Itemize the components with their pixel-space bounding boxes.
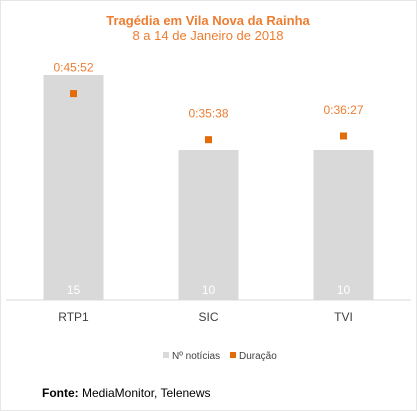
bar-value-label: 10: [202, 283, 216, 297]
legend: Nº notícias Duração: [163, 351, 277, 362]
legend-bar-label: Nº notícias: [172, 351, 220, 362]
duration-marker-sic: [205, 136, 212, 144]
legend-bar-swatch: [163, 352, 169, 358]
bar-sic: [178, 150, 239, 300]
bar-value-label: 10: [337, 283, 351, 297]
legend-marker-swatch: [230, 352, 236, 358]
duration-marker-tvi: [340, 132, 347, 140]
chart-title: Tragédia em Vila Nova da Rainha: [106, 13, 310, 28]
category-label: RTP1: [58, 310, 89, 324]
category-label: SIC: [198, 310, 218, 324]
category-label: TVI: [334, 310, 353, 324]
chart-subtitle: 8 a 14 de Janeiro de 2018: [132, 28, 283, 43]
duration-label: 0:35:38: [188, 107, 228, 121]
legend-marker-label: Duração: [239, 351, 277, 362]
duration-marker-rtp1: [70, 90, 77, 98]
bar-value-label: 15: [67, 283, 81, 297]
bar-tvi: [313, 150, 374, 300]
duration-label: 0:36:27: [323, 103, 363, 117]
bar-rtp1: [43, 75, 104, 300]
chart-svg: Tragédia em Vila Nova da Rainha 8 a 14 d…: [6, 13, 411, 362]
plot-area: 15 0:45:52 RTP1 10 0:35:38 SIC 10 0:36:27 TVI: [6, 61, 411, 324]
source-text: MediaMonitor, Telenews: [82, 386, 211, 400]
source-label: Fonte:: [42, 386, 79, 400]
source-line: Fonte: MediaMonitor, Telenews: [42, 386, 211, 400]
duration-label: 0:45:52: [53, 61, 93, 75]
